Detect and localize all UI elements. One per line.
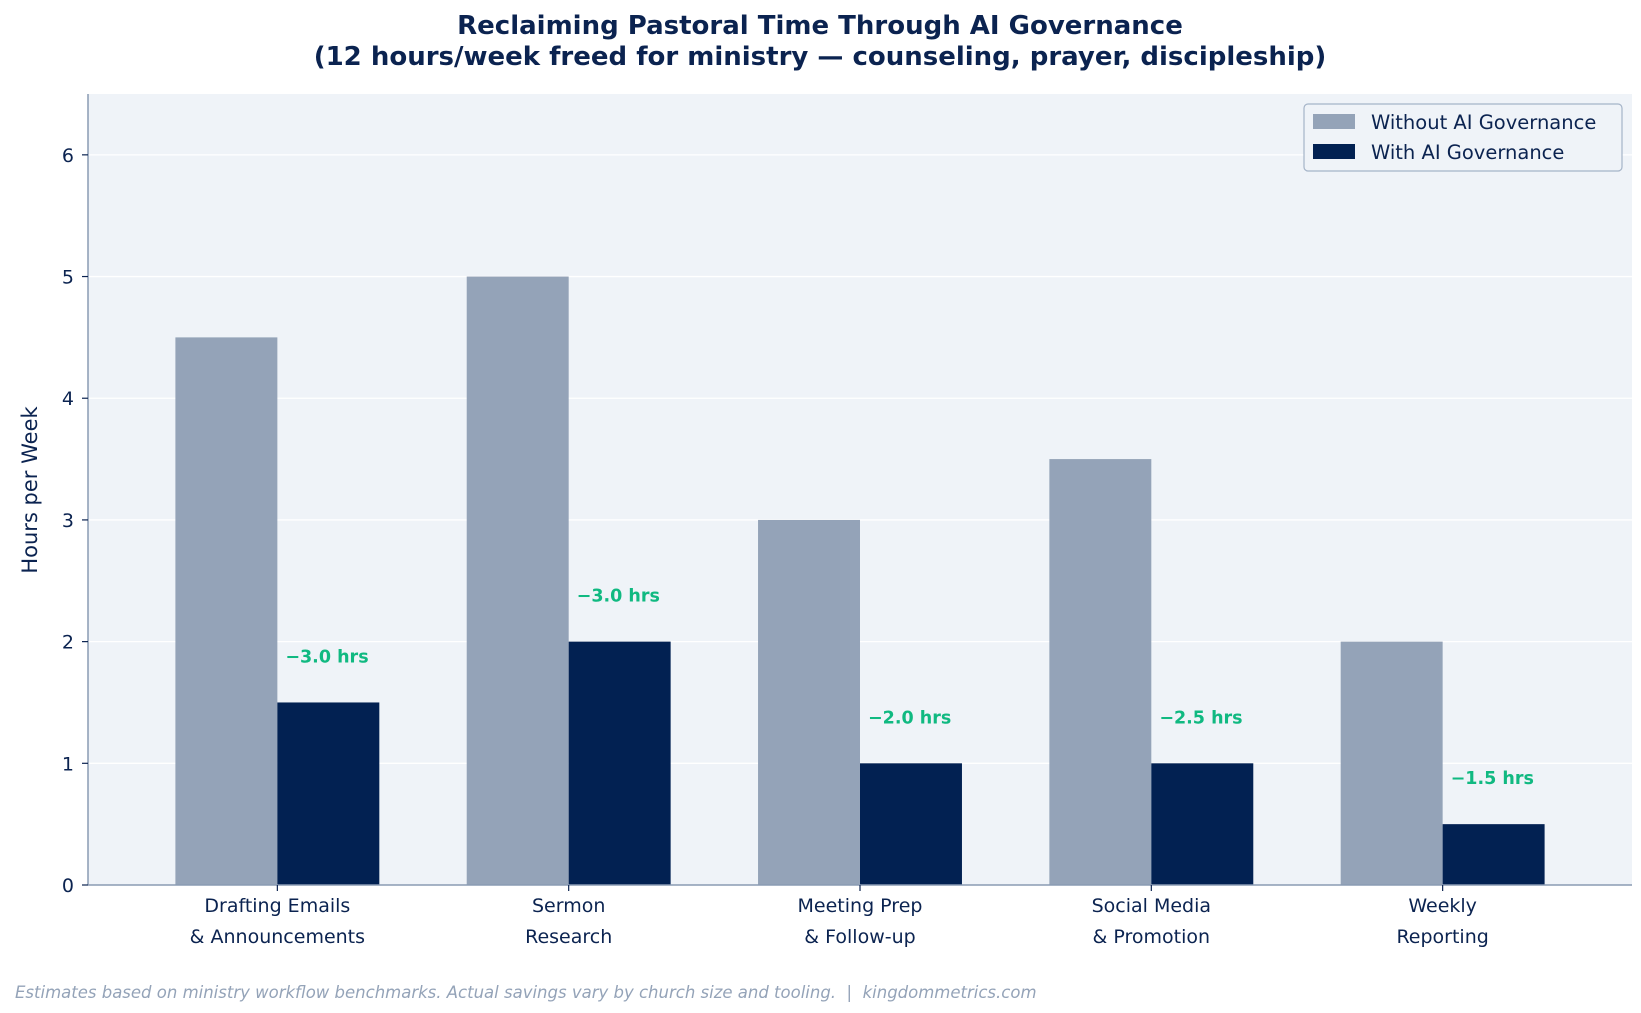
y-tick-label-6: 6 (62, 145, 74, 167)
savings-annotations: −3.0 hrs −3.0 hrs −2.0 hrs −2.5 hrs −1.5 hrs (285, 587, 1534, 790)
x-tick-label-4-line-1: Reporting (1396, 926, 1488, 948)
savings-label-1: −3.0 hrs (577, 587, 660, 607)
x-tick-label-0-line-0: Drafting Emails (204, 895, 350, 917)
x-tick-label-1-line-1: Research (525, 926, 612, 948)
y-axis-label: Hours per Week (18, 406, 42, 574)
x-tick-label-1-line-0: Sermon (532, 895, 605, 917)
legend-swatch-without-ai (1313, 114, 1355, 129)
bar-without-ai-2 (758, 519, 860, 885)
y-tick-label-3: 3 (62, 510, 74, 532)
x-tick-label-0-line-1: & Announcements (190, 926, 365, 948)
y-tick-label-5: 5 (62, 267, 74, 289)
bar-without-ai-4 (1340, 641, 1443, 885)
footnote: Estimates based on ministry workflow ben… (15, 983, 1037, 1002)
legend-swatch-with-ai (1313, 144, 1355, 159)
savings-label-2: −2.0 hrs (868, 708, 951, 728)
bar-without-ai-0 (175, 337, 278, 885)
bars (175, 276, 1545, 885)
bar-without-ai-3 (1049, 459, 1152, 885)
x-tick-label-2-line-1: & Follow-up (804, 926, 915, 948)
bar-with-ai-1 (568, 641, 671, 885)
x-tick-labels: Drafting Emails & Announcements Sermon Rese… (190, 885, 1489, 948)
bar-with-ai-2 (860, 763, 962, 885)
savings-label-3: −2.5 hrs (1159, 708, 1242, 728)
chart-title-line-2: (12 hours/week freed for ministry — coun… (314, 42, 1327, 72)
savings-label-4: −1.5 hrs (1451, 769, 1534, 789)
bar-with-ai-3 (1151, 763, 1254, 885)
legend: Without AI Governance With AI Governance (1303, 103, 1623, 172)
bar-without-ai-1 (466, 276, 569, 885)
y-tick-label-4: 4 (62, 388, 74, 410)
x-tick-label-2-line-0: Meeting Prep (798, 895, 923, 917)
legend-label-without-ai: Without AI Governance (1371, 111, 1596, 134)
y-tick-labels: 0 1 2 3 4 5 6 (62, 145, 88, 897)
legend-box (1303, 103, 1623, 172)
bar-with-ai-4 (1442, 824, 1545, 885)
x-tick-label-3-line-0: Social Media (1092, 895, 1211, 917)
x-tick-label-3-line-1: & Promotion (1093, 926, 1211, 948)
bar-with-ai-0 (277, 702, 380, 885)
y-tick-label-1: 1 (62, 753, 74, 775)
legend-label-with-ai: With AI Governance (1371, 141, 1564, 164)
y-tick-label-0: 0 (62, 875, 74, 897)
chart-title-line-1: Reclaiming Pastoral Time Through AI Gove… (457, 11, 1183, 41)
y-tick-label-2: 2 (62, 632, 74, 654)
x-tick-label-4-line-0: Weekly (1408, 895, 1477, 917)
savings-label-0: −3.0 hrs (285, 647, 368, 667)
